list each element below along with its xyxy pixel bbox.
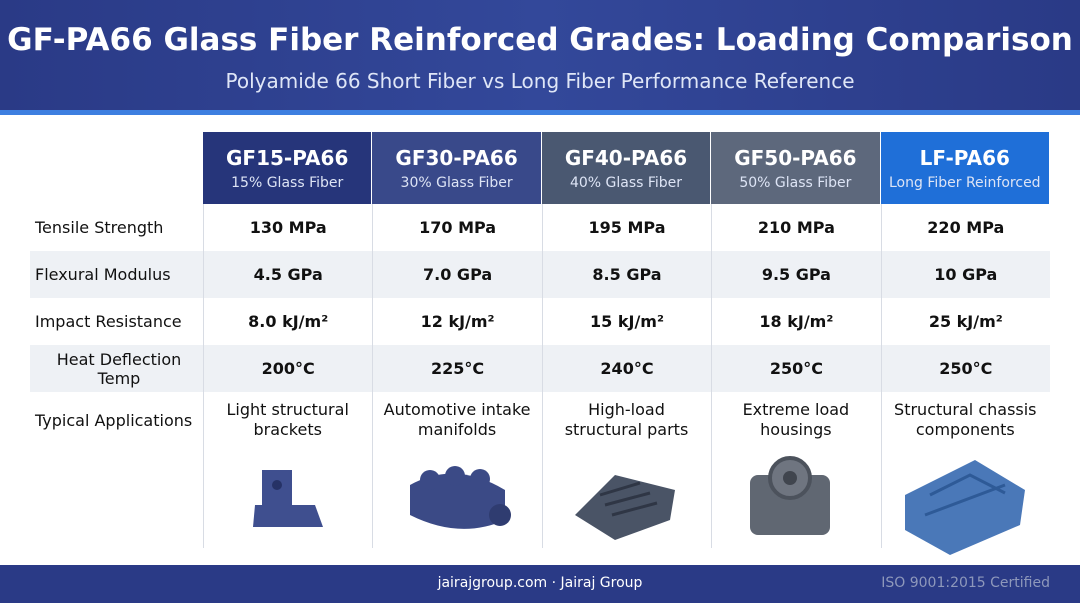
column-name: GF30-PA66 — [395, 145, 518, 170]
row-label: Flexural Modulus — [35, 265, 171, 284]
part-chassis — [905, 460, 1025, 555]
value-cell: 10 GPa — [880, 251, 1050, 298]
title: GF-PA66 Glass Fiber Reinforced Grades: L… — [7, 22, 1073, 58]
value-cell: 195 MPa — [541, 204, 711, 251]
column-sub: 50% Glass Fiber — [739, 174, 852, 191]
column-header: GF50-PA66 50% Glass Fiber — [711, 132, 881, 204]
column-header: LF-PA66 Long Fiber Reinforced — [880, 132, 1050, 204]
part-structural — [575, 475, 675, 540]
column-divider — [372, 392, 374, 548]
value-cell: 225°C — [372, 345, 541, 392]
value-cell: 250°C — [711, 345, 880, 392]
value-cell: 9.5 GPa — [711, 251, 880, 298]
subtitle: Polyamide 66 Short Fiber vs Long Fiber P… — [225, 69, 855, 93]
column-name: GF15-PA66 — [226, 145, 349, 170]
value-cell: 7.0 GPa — [372, 251, 541, 298]
column-divider — [711, 392, 713, 548]
column-name: GF40-PA66 — [564, 145, 688, 170]
column-header: GF40-PA66 40% Glass Fiber — [541, 132, 712, 204]
column-sub: Long Fiber Reinforced — [889, 174, 1041, 191]
row-band — [30, 204, 1050, 251]
footer-cert: ISO 9001:2015 Certified — [881, 575, 1050, 591]
application-cell: Structural chassis components — [894, 400, 1037, 439]
column-sub: 30% Glass Fiber — [400, 174, 513, 191]
row-band — [30, 345, 1050, 392]
part-housing — [750, 456, 830, 535]
value-cell: 240°C — [541, 345, 711, 392]
application-cell: Extreme load housings — [742, 400, 850, 439]
row-label: Heat Deflection Temp — [56, 349, 182, 388]
row-band — [30, 298, 1050, 345]
column-sub: 40% Glass Fiber — [569, 174, 683, 191]
value-cell: 210 MPa — [711, 204, 880, 251]
column-sub: 15% Glass Fiber — [231, 174, 344, 191]
column-divider — [880, 392, 882, 548]
footer: jairajgroup.com · Jairaj Group ISO 9001:… — [0, 565, 1080, 603]
row-band — [30, 251, 1050, 298]
row-label: Tensile Strength — [35, 218, 164, 237]
column-name: GF50-PA66 — [734, 145, 857, 170]
value-cell: 18 kJ/m² — [711, 298, 880, 345]
column-name: LF-PA66 — [919, 145, 1010, 170]
value-cell: 170 MPa — [372, 204, 541, 251]
value-cell: 12 kJ/m² — [372, 298, 541, 345]
column-divider — [541, 392, 543, 548]
value-cell: 130 MPa — [203, 204, 372, 251]
application-cell: High-load structural parts — [564, 400, 689, 439]
value-cell: 8.5 GPa — [541, 251, 711, 298]
row-label: Impact Resistance — [35, 312, 182, 331]
value-cell: 25 kJ/m² — [880, 298, 1050, 345]
value-cell: 250°C — [880, 345, 1050, 392]
value-cell: 4.5 GPa — [203, 251, 372, 298]
application-cell: Automotive intake manifolds — [383, 400, 531, 439]
row-label: Typical Applications — [35, 410, 193, 430]
column-header: GF15-PA66 15% Glass Fiber — [203, 132, 373, 204]
column-divider — [203, 392, 204, 548]
application-cell: Light structural brackets — [226, 400, 349, 439]
footer-site: jairajgroup.com · Jairaj Group — [437, 575, 643, 591]
value-cell: 220 MPa — [880, 204, 1050, 251]
column-header: GF30-PA66 30% Glass Fiber — [372, 132, 542, 204]
value-cell: 15 kJ/m² — [541, 298, 711, 345]
value-cell: 200°C — [203, 345, 372, 392]
header: GF-PA66 Glass Fiber Reinforced Grades: L… — [0, 0, 1080, 115]
part-bracket — [253, 470, 323, 527]
part-manifold — [410, 466, 511, 529]
value-cell: 8.0 kJ/m² — [203, 298, 372, 345]
